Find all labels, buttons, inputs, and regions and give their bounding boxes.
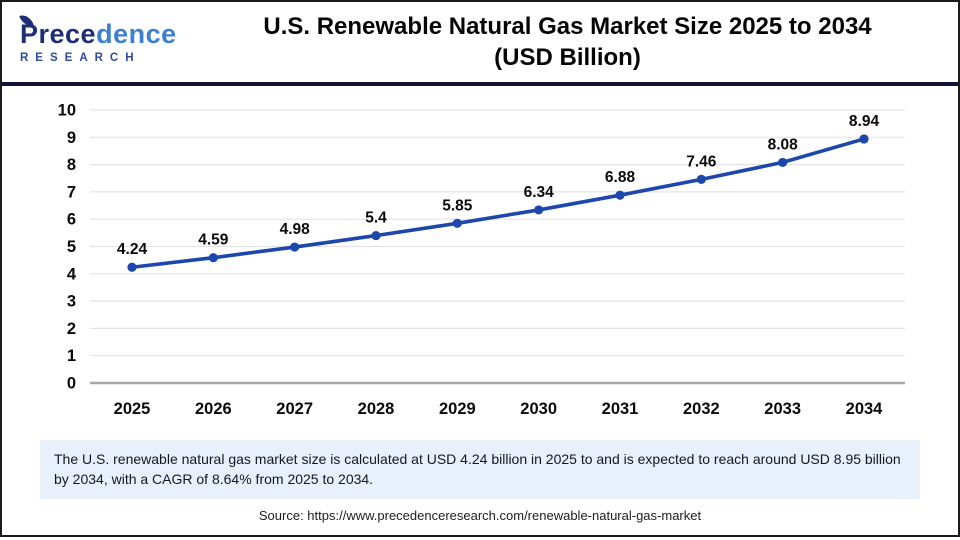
x-tick-label: 2029 bbox=[439, 400, 476, 418]
data-point bbox=[371, 230, 381, 241]
x-tick-label: 2027 bbox=[276, 400, 313, 418]
y-tick-label: 1 bbox=[67, 347, 76, 365]
market-size-line-chart: 0 1 2 3 4 5 6 7 8 9 10 2025 2026 2027 2028 2029 2030 2031… bbox=[58, 102, 905, 418]
x-tick-label: 2025 bbox=[114, 400, 151, 418]
x-tick-label: 2031 bbox=[602, 400, 639, 418]
chart-title-line2: (USD Billion) bbox=[494, 44, 641, 71]
y-tick-label: 6 bbox=[67, 211, 76, 229]
y-tick-label: 4 bbox=[67, 265, 77, 283]
data-point bbox=[127, 262, 137, 272]
data-point-label: 6.34 bbox=[524, 184, 555, 201]
x-tick-label: 2033 bbox=[764, 400, 801, 418]
y-tick-label: 5 bbox=[67, 238, 76, 256]
data-point bbox=[778, 157, 788, 168]
x-tick-label: 2032 bbox=[683, 400, 720, 418]
x-tick-label: 2028 bbox=[358, 400, 395, 418]
data-point bbox=[615, 190, 625, 200]
data-point bbox=[452, 218, 462, 228]
chart-area: 0 1 2 3 4 5 6 7 8 9 10 2025 2026 2027 2028 2029 2030 2031… bbox=[2, 86, 958, 438]
brand-logo: Precedence RESEARCH bbox=[2, 12, 187, 64]
brand-logo-subtitle: RESEARCH bbox=[20, 51, 141, 64]
data-point bbox=[208, 253, 218, 263]
data-point-label: 8.08 bbox=[768, 136, 799, 153]
data-point-label: 7.46 bbox=[686, 153, 717, 170]
data-point bbox=[290, 242, 300, 252]
y-tick-label: 9 bbox=[67, 129, 76, 147]
footnote-text: The U.S. renewable natural gas market si… bbox=[40, 440, 920, 499]
y-tick-label: 7 bbox=[67, 183, 76, 201]
x-tick-label: 2034 bbox=[846, 400, 884, 418]
data-point bbox=[859, 134, 869, 144]
header: Precedence RESEARCH U.S. Renewable Natur… bbox=[2, 2, 958, 86]
y-tick-label: 2 bbox=[67, 320, 76, 338]
brand-name-light: dence bbox=[96, 18, 177, 49]
data-point bbox=[534, 205, 544, 215]
data-point-label: 4.59 bbox=[198, 232, 229, 249]
chart-title: U.S. Renewable Natural Gas Market Size 2… bbox=[187, 11, 958, 73]
data-point-label: 5.85 bbox=[442, 197, 473, 214]
series-line bbox=[130, 137, 866, 270]
brand-logo-wordmark: Precedence bbox=[19, 12, 187, 49]
x-tick-label: 2030 bbox=[520, 400, 557, 418]
data-point-label: 5.4 bbox=[365, 210, 387, 227]
chart-title-line1: U.S. Renewable Natural Gas Market Size 2… bbox=[263, 13, 872, 40]
x-tick-label: 2026 bbox=[195, 400, 232, 418]
y-tick-label: 0 bbox=[67, 375, 76, 393]
data-point-label: 6.88 bbox=[605, 169, 636, 186]
data-point bbox=[696, 174, 706, 184]
data-point-label: 4.24 bbox=[117, 241, 148, 258]
y-tick-label: 8 bbox=[67, 156, 76, 174]
data-point-label: 4.98 bbox=[280, 221, 311, 238]
data-point-label: 8.94 bbox=[849, 113, 880, 130]
source-text: Source: https://www.precedenceresearch.c… bbox=[258, 507, 702, 523]
y-tick-label: 3 bbox=[67, 293, 76, 311]
y-tick-label: 10 bbox=[58, 102, 76, 120]
